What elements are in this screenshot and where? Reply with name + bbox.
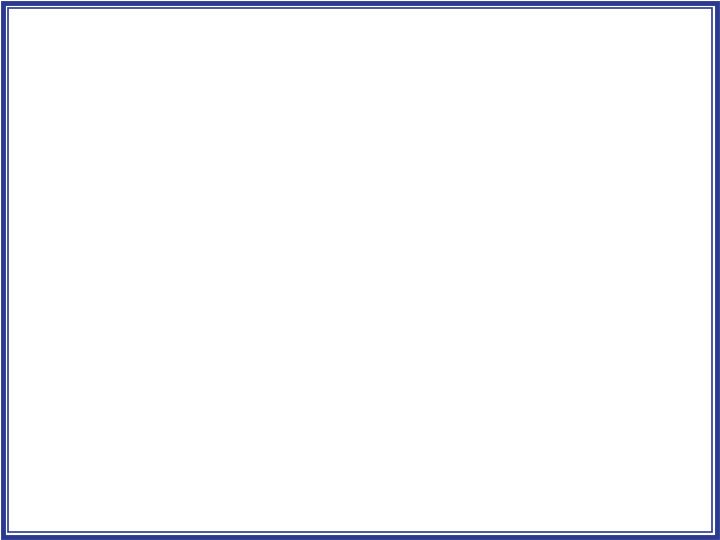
Text: (pre-initial + initial): (pre-initial + initial) [210,255,351,269]
Text: Two-consonant clusters of s plus l, w, j are also possible (e.g. slip, swup, sju: Two-consonant clusters of s plus l, w, j… [54,388,649,397]
Text: ð: ð [521,348,528,359]
Text: s: s [385,348,392,359]
Text: Composed of (/s/ + one of a small set of consonants): Composed of (/s/ + one of a small set of… [95,232,464,246]
Text: are of two types:: are of two types: [270,206,405,220]
Text: –: – [232,366,238,376]
Text: g: g [268,348,276,359]
Text: snau: snau [647,366,674,376]
Text: Examples:: Examples: [95,278,179,292]
Text: skin: skin [143,366,166,376]
Text: θ: θ [346,348,354,359]
Text: for some speakers. These clusters can be analysed either as pre-initial s plus i: for some speakers. These clusters can be… [28,400,660,409]
Bar [30,205,41,216]
Text: ʃ: ʃ [420,348,424,359]
Text: Initial two-consonant clusters: Initial two-consonant clusters [52,206,308,220]
Text: h: h [457,348,465,359]
Text: t: t [98,348,103,359]
Text: s plus: s plus [30,348,66,358]
Text: Table 3.: Table 3. [28,424,68,433]
Text: Initial: Initial [355,332,388,345]
Text: sfra: sfra [305,366,327,376]
Text: Note:: Note: [28,388,56,397]
Text: Pre-initial: Pre-initial [30,332,86,345]
Text: r. There is no clear answer to the question of which analysis is better; here th: r. There is no clear answer to the quest… [28,412,657,421]
Text: Consonant clusters in the onset:: Consonant clusters in the onset: [28,165,331,182]
Text: n: n [647,348,655,359]
Text: –: – [385,366,391,376]
Text: f: f [305,348,310,359]
Text: –: – [521,366,526,376]
Text: –: – [346,366,351,376]
Text: z: z [552,348,559,359]
Text: smel: smel [612,366,639,376]
Text: p: p [62,348,70,359]
Text: –: – [192,366,197,376]
Text: ʒ: ʒ [582,348,588,359]
Text: ‘stay, spoon, skin, small, snow, sleep, swim, etc’.: ‘stay, spoon, skin, small, snow, sleep, … [175,278,514,292]
Text: –: – [582,366,588,376]
Text: k: k [143,348,150,359]
Text: ŋ: ŋ [681,348,689,359]
Text: –: – [491,366,497,376]
Text: 4. Phonotactics:: 4. Phonotactics: [28,88,279,115]
Text: b: b [192,348,200,359]
Text: i.: i. [65,232,74,246]
Text: –: – [552,366,557,376]
Text: –: – [681,366,687,376]
Text: –: – [457,366,463,376]
Text: –: – [420,366,426,376]
Text: stik: stik [98,366,119,376]
FancyBboxPatch shape [8,8,712,532]
Text: m: m [612,348,624,359]
Text: –: – [268,366,274,376]
Text: v: v [491,348,498,359]
Text: Table 2  Two-consonant clusters with pre-initial s: Table 2 Two-consonant clusters with pre-… [28,313,305,323]
Text: spun: spun [30,366,58,376]
Text: d: d [232,348,240,359]
